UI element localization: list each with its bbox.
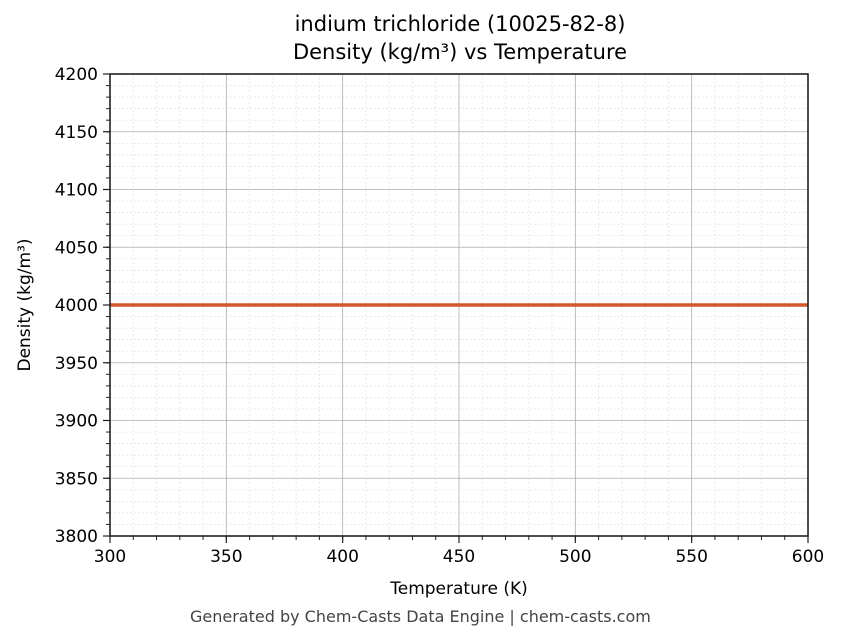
- y-tick-label: 3950: [55, 354, 98, 374]
- y-tick-label: 3800: [55, 527, 98, 547]
- x-tick-label: 550: [675, 547, 707, 567]
- y-tick-label: 4200: [55, 65, 98, 85]
- x-axis-label: Temperature (K): [389, 579, 528, 599]
- x-tick-label: 300: [94, 547, 126, 567]
- footer-credit: Generated by Chem-Casts Data Engine | ch…: [190, 607, 651, 626]
- x-tick-label: 600: [792, 547, 824, 567]
- x-tick-label: 450: [443, 547, 475, 567]
- y-tick-label: 3850: [55, 469, 98, 489]
- y-tick-label: 3900: [55, 412, 98, 432]
- y-tick-label: 4000: [55, 296, 98, 316]
- chart-title: indium trichloride (10025-82-8): [294, 12, 626, 36]
- x-tick-label: 400: [326, 547, 358, 567]
- y-tick-label: 4050: [55, 238, 98, 258]
- y-tick-label: 4100: [55, 181, 98, 201]
- y-tick-label: 4150: [55, 123, 98, 143]
- y-axis-label: Density (kg/m³): [15, 238, 35, 371]
- chart-subtitle: Density (kg/m³) vs Temperature: [292, 40, 628, 64]
- x-tick-label: 350: [210, 547, 242, 567]
- x-tick-label: 500: [559, 547, 591, 567]
